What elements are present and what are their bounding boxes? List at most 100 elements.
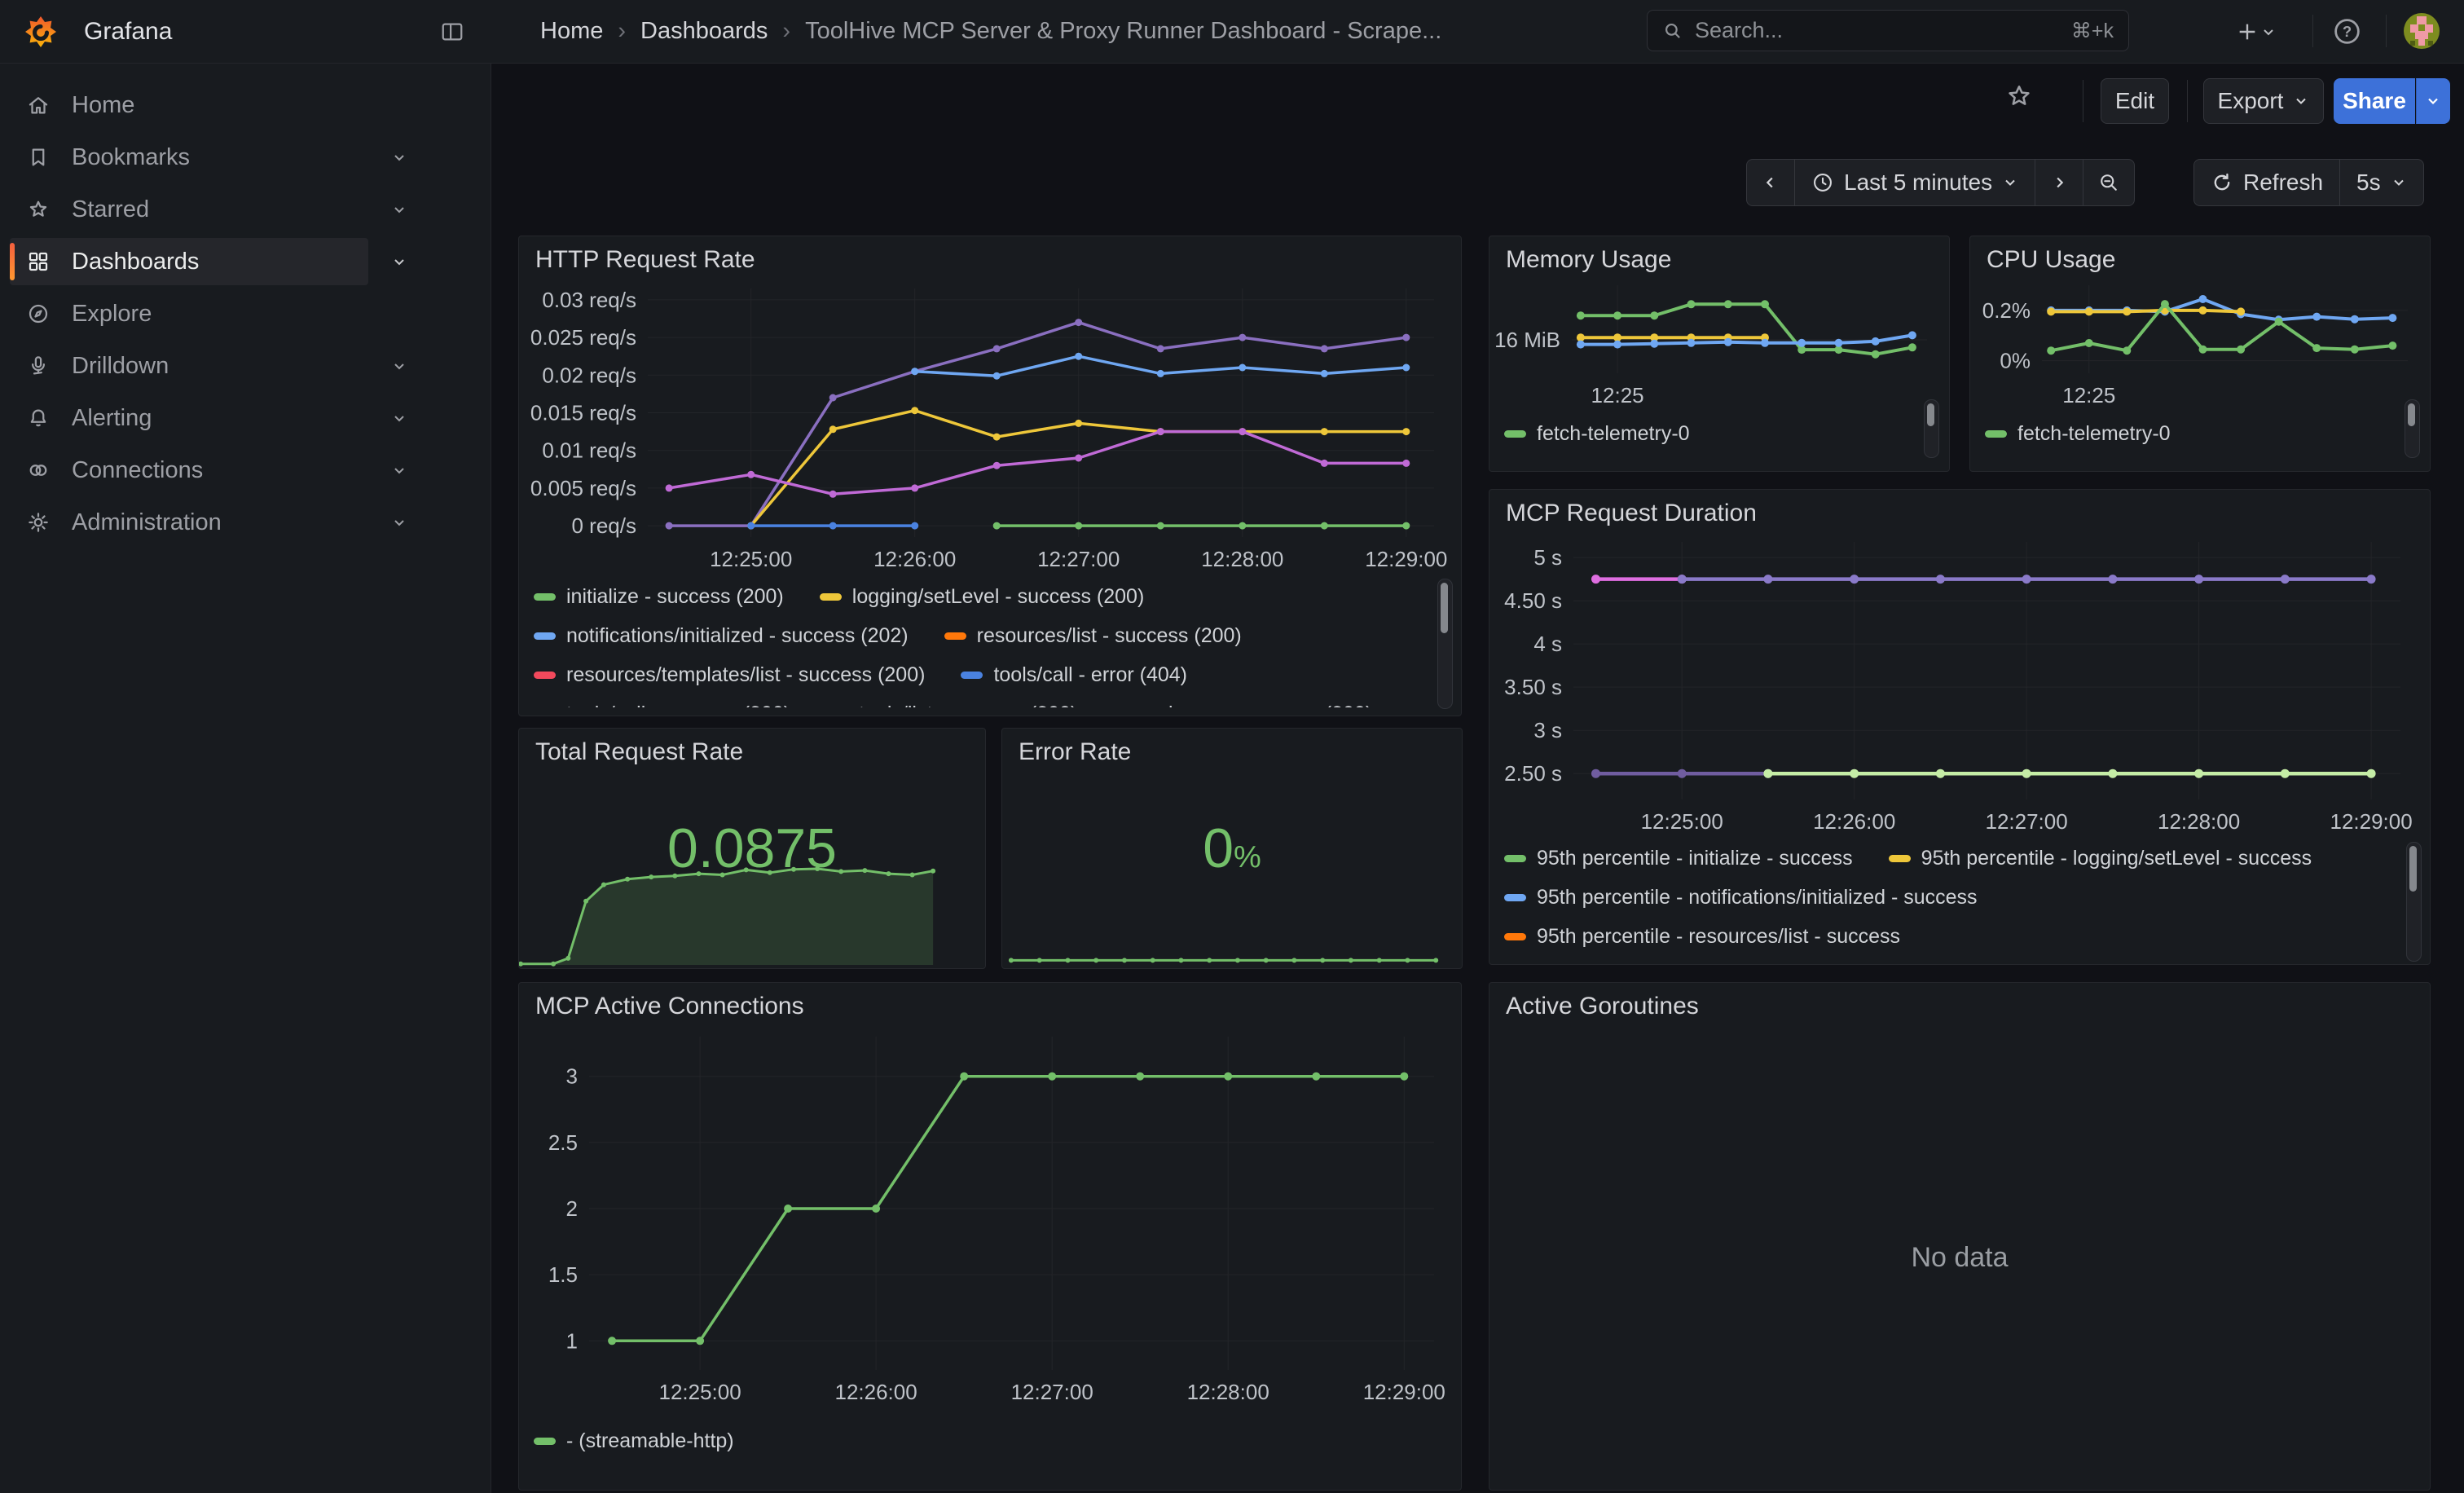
- sidebar-item-alerting[interactable]: Alerting: [10, 394, 368, 442]
- sidebar-item-bookmarks[interactable]: Bookmarks: [10, 134, 368, 181]
- breadcrumb-dashboards[interactable]: Dashboards: [640, 18, 768, 44]
- refresh-button[interactable]: Refresh: [2194, 160, 2341, 205]
- svg-text:12:27:00: 12:27:00: [1985, 809, 2067, 834]
- memory-usage-chart[interactable]: 16 MiB 12:25: [1494, 275, 1938, 406]
- legend-item[interactable]: logging/setLevel - success (200): [819, 585, 1144, 609]
- zoom-out-button[interactable]: [2083, 160, 2134, 205]
- legend-swatch: [534, 632, 556, 640]
- add-new-button[interactable]: [2234, 19, 2277, 45]
- legend-scrollbar[interactable]: [2405, 399, 2420, 458]
- panel-title[interactable]: HTTP Request Rate: [535, 246, 755, 273]
- home-icon: [26, 93, 51, 117]
- refresh-interval-picker[interactable]: 5s: [2340, 160, 2423, 205]
- help-icon[interactable]: ?: [2332, 16, 2362, 46]
- svg-text:12:28:00: 12:28:00: [1187, 1380, 1269, 1404]
- mcp-active-connections-chart[interactable]: 3 2.5 2 1.5 1 12:25:00 12:26:00 12:27:00 12:28:0…: [526, 1025, 1454, 1415]
- time-range-picker[interactable]: Last 5 minutes: [1795, 160, 2036, 205]
- legend-scrollbar[interactable]: [2406, 842, 2422, 962]
- svg-text:12:28:00: 12:28:00: [2158, 809, 2240, 834]
- refresh-group: Refresh 5s: [2193, 159, 2424, 206]
- chevron-down-icon[interactable]: [389, 200, 409, 219]
- legend-item[interactable]: fetch-telemetry-0: [1985, 422, 2171, 446]
- svg-text:1.5: 1.5: [548, 1262, 578, 1287]
- panel-http-request-rate: HTTP Request Rate 0 req/s 0.005 req/s 0.01…: [518, 236, 1462, 716]
- sidebar-item-drilldown[interactable]: Drilldown: [10, 342, 368, 390]
- legend-label: tools/call - error (404): [993, 663, 1188, 686]
- chevron-down-icon[interactable]: [389, 148, 409, 167]
- sidebar-item-administration[interactable]: Administration: [10, 499, 368, 546]
- sidebar-item-starred[interactable]: Starred: [10, 186, 368, 233]
- http-request-rate-chart[interactable]: 0 req/s 0.005 req/s 0.01 req/s 0.015 req/s 0…: [526, 279, 1454, 576]
- legend-item[interactable]: - (streamable-http): [534, 1429, 734, 1453]
- svg-text:4 s: 4 s: [1533, 632, 1562, 656]
- share-menu-button[interactable]: [2416, 78, 2450, 124]
- panel-title[interactable]: CPU Usage: [1987, 246, 2116, 273]
- chevron-down-icon[interactable]: [389, 252, 409, 271]
- breadcrumb-separator: ›: [782, 18, 791, 44]
- legend-item[interactable]: notifications/initialized - success (202…: [534, 624, 909, 648]
- panel-title[interactable]: Error Rate: [1019, 738, 1132, 765]
- svg-text:16 MiB: 16 MiB: [1494, 328, 1560, 352]
- total-request-rate-sparkline[interactable]: [519, 813, 985, 967]
- duration-legend[interactable]: 95th percentile - initialize - success 95…: [1504, 839, 2392, 963]
- sidebar-item-connections[interactable]: Connections: [10, 447, 368, 494]
- http-legend[interactable]: initialize - success (200) logging/setLev…: [534, 577, 1422, 707]
- mcp-request-duration-chart[interactable]: 5 s 4.50 s 4 s 3.50 s 3 s 2.50 s 12:25:00 12:26…: [1496, 531, 2423, 840]
- panel-title[interactable]: MCP Request Duration: [1506, 500, 1757, 526]
- svg-text:0.025 req/s: 0.025 req/s: [530, 325, 636, 350]
- no-data-message: No data: [1911, 1242, 2009, 1273]
- legend-item[interactable]: unknown - success (200): [1113, 702, 1372, 708]
- legend-item[interactable]: resources/list - success (200): [944, 624, 1242, 648]
- chevron-down-icon[interactable]: [389, 513, 409, 532]
- legend-swatch: [1985, 429, 2007, 438]
- legend-scrollbar[interactable]: [1924, 399, 1939, 458]
- legend-item[interactable]: 95th percentile - resources/list - succe…: [1504, 925, 1900, 949]
- panel-mcp-active-connections: MCP Active Connections 3 2.5 2 1.5 1 12:25:00…: [518, 982, 1462, 1491]
- legend-scrollbar[interactable]: [1437, 579, 1453, 709]
- chevron-down-icon[interactable]: [389, 460, 409, 480]
- legend-item[interactable]: 95th percentile - notifications/initiali…: [1504, 886, 1978, 909]
- legend-item[interactable]: 95th percentile - logging/setLevel - suc…: [1888, 847, 2312, 870]
- panel-title[interactable]: Active Goroutines: [1506, 993, 1699, 1020]
- legend-item[interactable]: 95th percentile - initialize - success: [1504, 847, 1853, 870]
- time-picker-group: Last 5 minutes: [1746, 159, 2136, 206]
- error-rate-sparkline[interactable]: [1002, 945, 1462, 967]
- memory-legend[interactable]: fetch-telemetry-0: [1504, 414, 1895, 453]
- panel-total-request-rate: Total Request Rate 0.0875: [518, 728, 986, 969]
- cpu-usage-chart[interactable]: 0.2% 0% 12:25: [1975, 275, 2419, 406]
- svg-text:12:25:00: 12:25:00: [658, 1380, 741, 1404]
- svg-text:1: 1: [566, 1328, 578, 1353]
- legend-item[interactable]: tools/list - success (200): [826, 702, 1077, 708]
- panel-title[interactable]: Memory Usage: [1506, 246, 1672, 273]
- time-shift-back-button[interactable]: [1747, 160, 1795, 205]
- breadcrumb-home[interactable]: Home: [540, 18, 604, 44]
- legend-item[interactable]: tools/call - success (200): [534, 702, 790, 708]
- sidebar-item-home[interactable]: Home: [10, 81, 368, 129]
- toggle-sidebar-icon[interactable]: [440, 20, 464, 44]
- legend-item[interactable]: fetch-telemetry-0: [1504, 422, 1690, 446]
- search-input[interactable]: Search... ⌘+k: [1647, 10, 2129, 51]
- favorite-star-icon[interactable]: [2004, 81, 2034, 111]
- edit-button[interactable]: Edit: [2101, 78, 2169, 124]
- sidebar-item-dashboards[interactable]: Dashboards: [10, 238, 368, 285]
- chevron-down-icon[interactable]: [389, 356, 409, 376]
- avatar[interactable]: [2404, 13, 2440, 49]
- cpu-legend[interactable]: fetch-telemetry-0: [1985, 414, 2376, 453]
- share-button[interactable]: Share: [2334, 78, 2415, 124]
- drilldown-icon: [26, 354, 51, 378]
- legend-item[interactable]: initialize - success (200): [534, 585, 784, 609]
- grafana-logo[interactable]: [23, 13, 59, 49]
- sidebar-item-explore[interactable]: Explore: [10, 290, 368, 337]
- export-button[interactable]: Export: [2203, 78, 2324, 124]
- panel-title[interactable]: Total Request Rate: [535, 738, 744, 765]
- svg-text:2: 2: [566, 1196, 578, 1221]
- connections-legend[interactable]: - (streamable-http): [534, 1421, 1422, 1460]
- chevron-down-icon: [2425, 93, 2441, 109]
- time-shift-forward-button[interactable]: [2035, 160, 2084, 205]
- legend-item[interactable]: tools/call - error (404): [961, 663, 1187, 687]
- chevron-down-icon[interactable]: [389, 408, 409, 428]
- error-rate-unit: %: [1234, 840, 1261, 874]
- panel-title[interactable]: MCP Active Connections: [535, 993, 804, 1020]
- svg-text:0.01 req/s: 0.01 req/s: [542, 438, 636, 463]
- legend-item[interactable]: resources/templates/list - success (200): [534, 663, 925, 687]
